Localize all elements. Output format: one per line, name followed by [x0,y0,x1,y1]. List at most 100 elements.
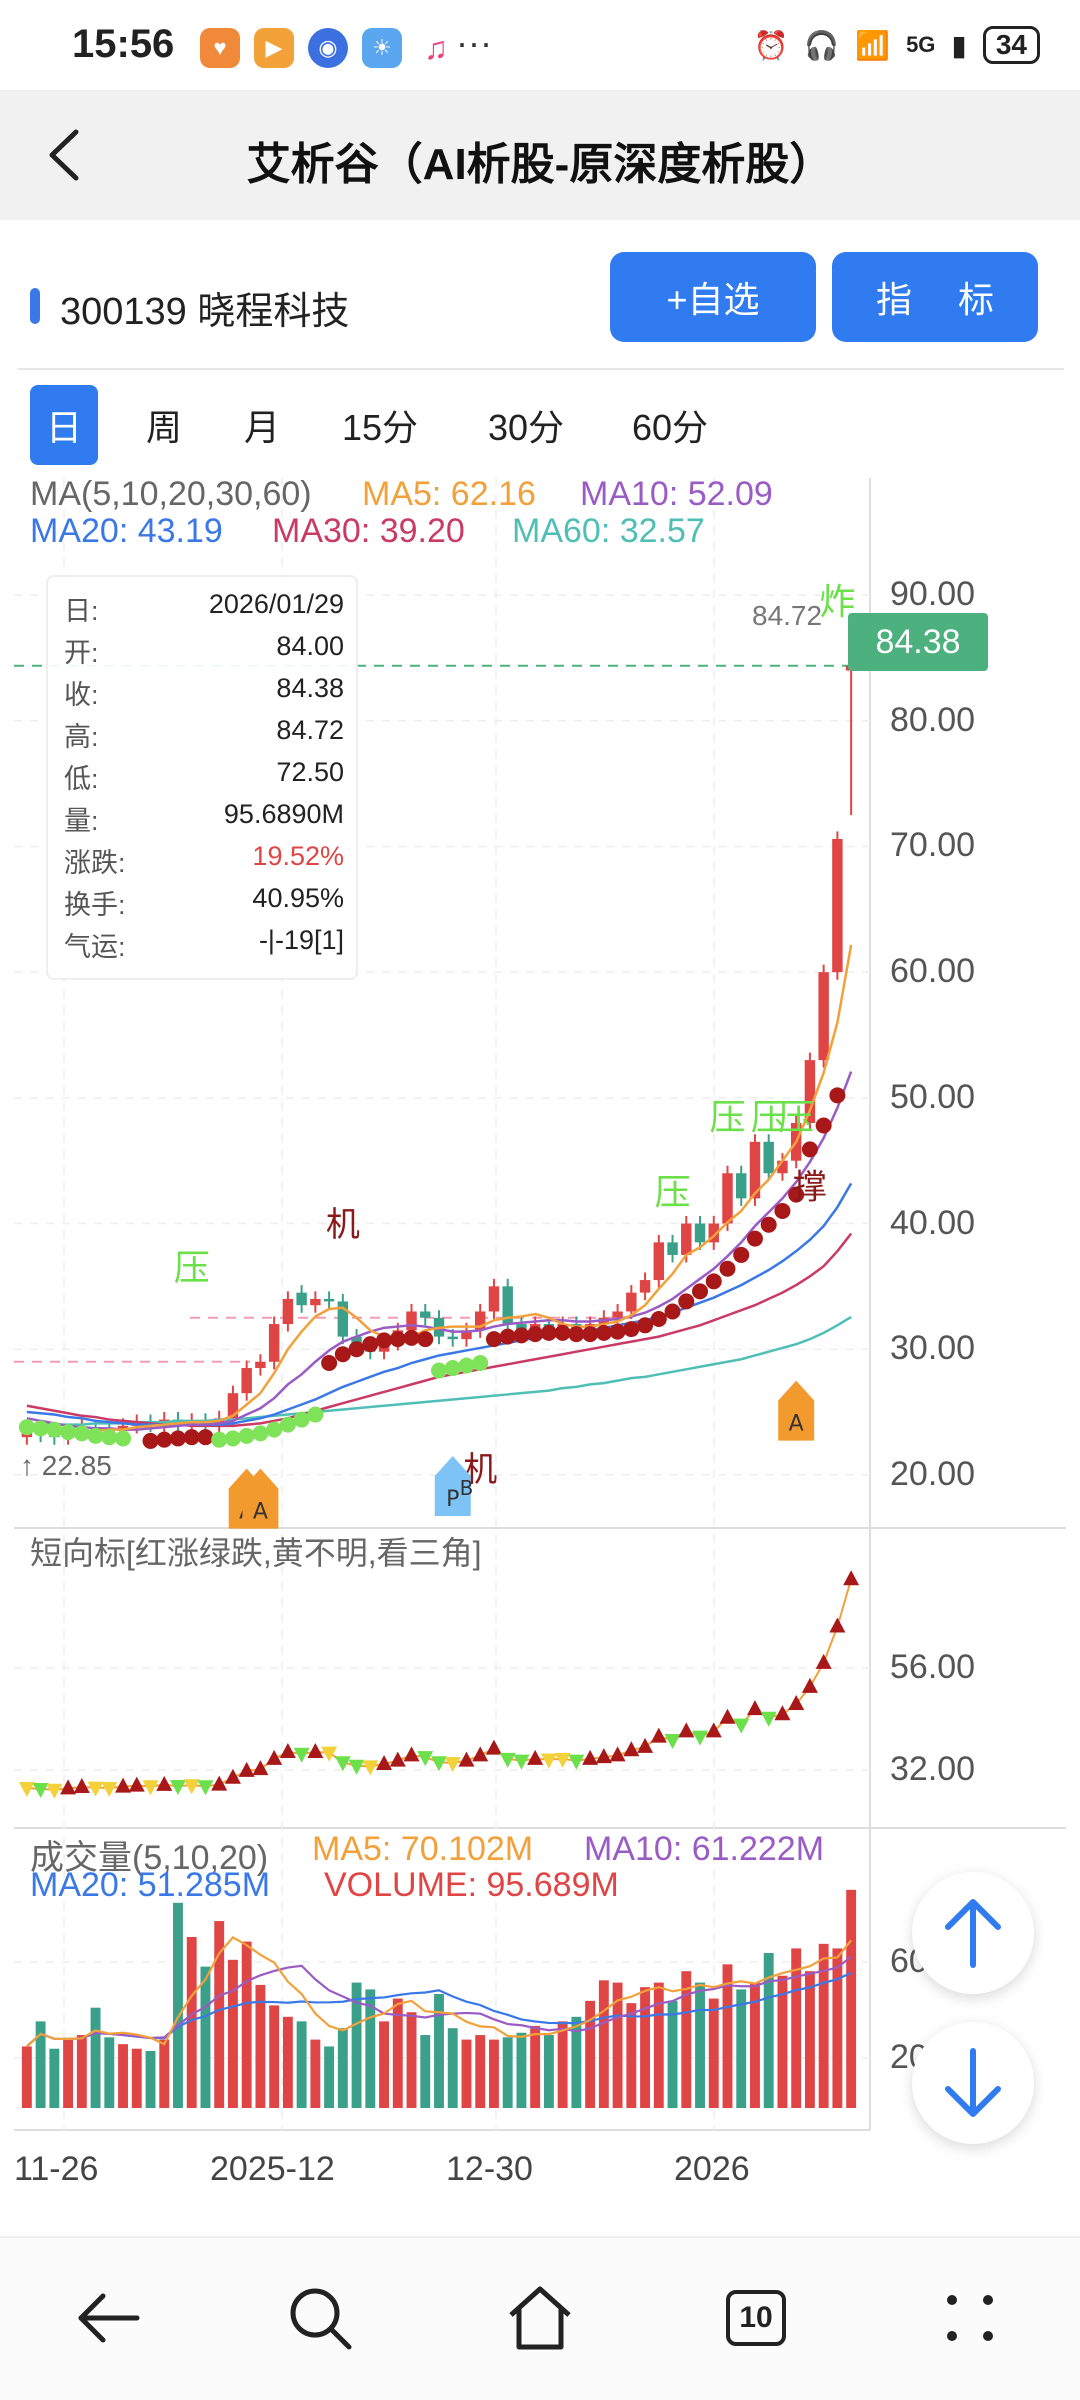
volume-bar [447,2028,458,2108]
support-dot [238,1427,255,1444]
volume-bar [653,1982,664,2108]
neutral-triangle [87,1781,104,1797]
up-triangle [582,1749,599,1765]
up-triangle [623,1741,640,1757]
down-triangle [760,1711,777,1727]
tab-60min[interactable]: 60分 [631,407,709,448]
volume-bar [21,2046,32,2108]
nav-tabs-button[interactable]: 10 [716,2278,796,2358]
tooltip-value: 84.72 [276,715,344,745]
tooltip-label: 高: [64,722,99,752]
app-play-icon: ▶ [254,28,294,68]
status-more-icon: ··· [456,22,492,63]
current-price-badge: 84.38 [848,613,988,671]
trend-dot [527,1326,544,1343]
header-divider [18,368,1064,370]
nav-search-icon[interactable] [280,2278,360,2358]
trend-dot [650,1311,667,1328]
kline-chart[interactable]: 压压压压压机机撑炸AAAPB [0,0,1080,2236]
support-dot [32,1420,49,1437]
volume-bar [145,2051,156,2108]
support-dot [224,1430,241,1447]
short-axis-32: 32.00 [890,1750,976,1788]
candle-body [420,1311,431,1318]
nav-home-icon[interactable] [500,2278,580,2358]
trend-dot [788,1186,805,1203]
arrow-up-icon [945,1899,1001,1968]
trend-dot [692,1283,709,1300]
low-price-value: 22.85 [41,1450,112,1481]
status-time: 15:56 [72,22,175,66]
tooltip-label: 量: [64,806,99,836]
nav-menu-icon[interactable] [930,2278,1010,2358]
support-dot [444,1360,461,1377]
price-axis-label: 40.00 [890,1203,976,1242]
up-triangle [403,1746,420,1762]
down-triangle [664,1734,681,1749]
up-triangle [458,1751,475,1767]
volume-bar [324,2046,335,2108]
title-bar: 艾析谷（AI析股-原深度析股） [0,90,1080,220]
up-triangle [595,1748,612,1764]
nav-back-icon[interactable] [68,2278,148,2358]
candle-body [832,838,843,973]
up-triangle [224,1768,241,1784]
trend-dot [774,1202,791,1219]
candle-body [777,1160,788,1174]
volume-ma10-legend: MA10: 61.222M [584,1830,825,1868]
tab-15min[interactable]: 15分 [341,407,419,448]
candle-body [461,1330,472,1340]
trend-dot [513,1327,530,1344]
volume-bar [282,2016,293,2108]
trend-dot [746,1230,763,1247]
up-triangle [609,1746,626,1762]
candle-tooltip: 日: 2026/01/29 开: 84.00 收: 84.38 高: 84.72 低: 72.50… [46,575,358,980]
price-axis-label: 50.00 [890,1077,976,1116]
tooltip-value: 95.6890M [223,799,344,829]
neutral-triangle [362,1760,379,1776]
trend-dot [183,1429,200,1446]
candle-body [474,1311,486,1331]
candle-body [736,1173,747,1199]
support-dot [115,1430,132,1447]
trend-dot [169,1430,186,1447]
neutral-triangle [444,1756,461,1772]
down-triangle [169,1779,186,1795]
arrow-down-icon [945,2048,1001,2117]
volume-bar [846,1889,857,2108]
volume-ma10-line [26,1955,852,2048]
candle-body [681,1223,692,1255]
back-arrow-icon[interactable] [36,120,96,190]
volume-bar [434,1994,444,2108]
trend-dot [637,1317,654,1334]
volume-bar [90,2007,101,2108]
trend-dot [705,1273,722,1290]
indicator-button[interactable]: 指 标 [832,252,1038,342]
tab-30min[interactable]: 30分 [487,407,565,448]
tooltip-label: 气运: [64,932,126,962]
neutral-triangle [554,1752,571,1768]
tab-month[interactable]: 月 [243,407,280,448]
signal-icon: ▮ [951,29,967,61]
volume-bar [227,1959,238,2108]
volume-ma5-legend: MA5: 70.102M [312,1830,534,1868]
support-dot [293,1411,310,1428]
candle-body [612,1311,623,1318]
tab-day[interactable]: 日 [30,385,98,465]
volume-bar [214,1921,225,2108]
add-watchlist-button[interactable]: +自选 [610,252,816,342]
up-triangle [746,1700,763,1716]
up-triangle [719,1708,736,1724]
volume-bar [118,2044,128,2108]
trend-dot [664,1303,681,1320]
tooltip-label: 收: [64,680,99,710]
volume-bar [626,2003,637,2108]
price-axis-label: 20.00 [890,1454,976,1493]
candle-body [667,1242,678,1255]
scroll-up-button[interactable] [912,1872,1034,1994]
tooltip-value: 84.00 [276,631,344,661]
price-axis-label: 70.00 [890,826,976,865]
scroll-down-button[interactable] [912,2022,1034,2144]
tab-week[interactable]: 周 [145,407,182,448]
volume-bar [104,2037,115,2108]
